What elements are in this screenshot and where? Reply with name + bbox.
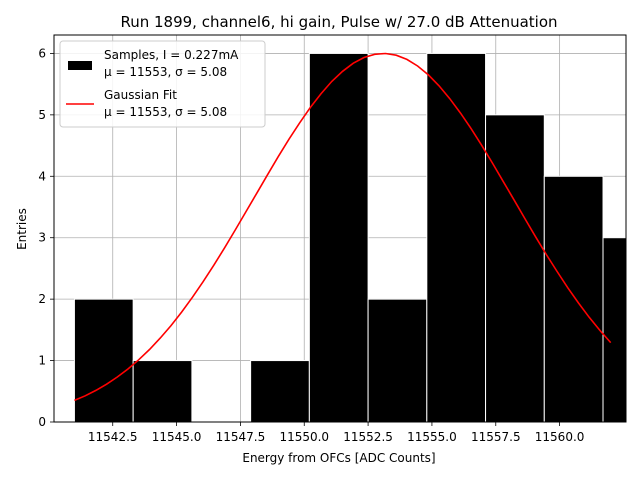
y-tick-label: 2 bbox=[38, 292, 46, 306]
y-axis-ticks: 0 1 2 3 4 5 6 bbox=[38, 46, 54, 429]
legend-fit-stats: μ = 11553, σ = 5.08 bbox=[104, 105, 227, 119]
y-tick-label: 6 bbox=[38, 46, 46, 60]
x-tick-label: 11557.5 bbox=[471, 430, 521, 444]
histogram-bars bbox=[73, 52, 627, 423]
y-tick-label: 1 bbox=[38, 354, 46, 368]
x-tick-label: 11547.5 bbox=[216, 430, 266, 444]
gaussian-fit bbox=[74, 52, 612, 402]
plot-frame bbox=[53, 34, 627, 423]
histogram-bar bbox=[250, 360, 310, 423]
x-tick-label: 11550.0 bbox=[279, 430, 329, 444]
x-tick-label: 11552.5 bbox=[343, 430, 393, 444]
legend-samples-stats: μ = 11553, σ = 5.08 bbox=[104, 65, 227, 79]
histogram-bar bbox=[132, 360, 193, 423]
legend-box bbox=[59, 40, 266, 128]
histogram-bar bbox=[426, 52, 487, 423]
fit-curve bbox=[74, 52, 612, 402]
chart-title: Run 1899, channel6, hi gain, Pulse w/ 27… bbox=[120, 13, 557, 31]
histogram-bar bbox=[543, 175, 604, 423]
x-tick-label: 11555.0 bbox=[407, 430, 457, 444]
histogram-bar bbox=[367, 298, 428, 423]
legend-swatch-samples bbox=[68, 61, 92, 70]
legend-samples-label: Samples, I = 0.227mA bbox=[104, 48, 239, 62]
y-tick-label: 5 bbox=[38, 108, 46, 122]
histogram-bar bbox=[485, 114, 545, 423]
x-tick-label: 11560.0 bbox=[535, 430, 585, 444]
x-tick-label: 11545.0 bbox=[152, 430, 202, 444]
y-tick-label: 3 bbox=[38, 231, 46, 245]
y-axis-label: Entries bbox=[15, 208, 29, 250]
x-axis-label: Energy from OFCs [ADC Counts] bbox=[242, 451, 435, 465]
histogram-bar bbox=[73, 298, 134, 423]
histogram-bar bbox=[308, 52, 369, 423]
legend-fit-label: Gaussian Fit bbox=[104, 88, 177, 102]
y-tick-label: 0 bbox=[38, 415, 46, 429]
legend: Samples, I = 0.227mA μ = 11553, σ = 5.08… bbox=[59, 40, 266, 128]
x-axis-ticks: 11542.5 11545.0 11547.5 11550.0 11552.5 11555… bbox=[88, 422, 585, 444]
x-tick-label: 11542.5 bbox=[88, 430, 138, 444]
histogram-bar bbox=[602, 237, 627, 423]
y-tick-label: 4 bbox=[38, 169, 46, 183]
